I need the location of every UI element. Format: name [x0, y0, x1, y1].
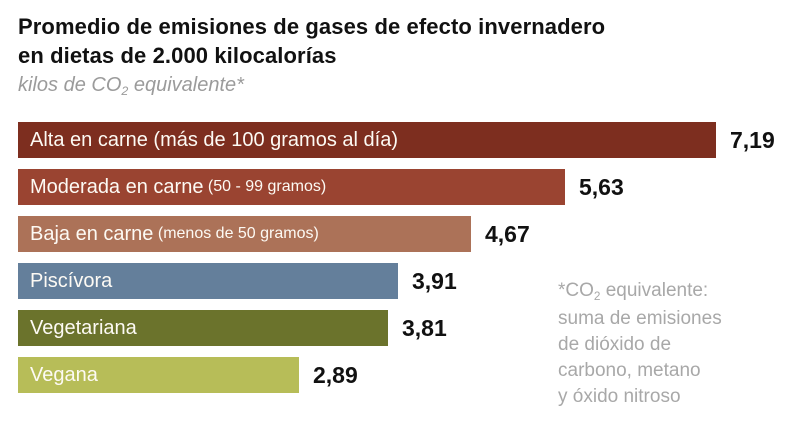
- bar-label: Alta en carne: [30, 128, 148, 151]
- bar: Piscívora: [18, 263, 398, 299]
- chart-subtitle: kilos de CO2 equivalente*: [18, 74, 605, 99]
- bar-label-note: (más de 100 gramos al día): [147, 128, 398, 151]
- bar: Alta en carne (más de 100 gramos al día): [18, 122, 716, 158]
- bar-label: Moderada en carne: [30, 175, 204, 198]
- bar-label: Piscívora: [30, 269, 113, 292]
- bar-label: Baja en carne: [30, 222, 154, 245]
- bar: Vegana: [18, 357, 299, 393]
- bar-row: Baja en carne (menos de 50 gramos) 4,67: [18, 216, 775, 252]
- bar-value: 5,63: [579, 173, 624, 200]
- footnote-line: suma de emisiones: [558, 308, 722, 329]
- footnote-line: de dióxido de: [558, 334, 672, 355]
- bar-row: Piscívora 3,91: [18, 263, 775, 299]
- subtitle-text: kilos de CO: [18, 74, 122, 96]
- bar-label: Vegetariana: [30, 316, 137, 339]
- bar-row: Vegetariana 3,81: [18, 310, 775, 346]
- footnote-line: carbono, metano: [558, 360, 701, 381]
- bar-value: 3,81: [402, 314, 447, 341]
- bar-chart: Alta en carne (más de 100 gramos al día)…: [18, 122, 775, 404]
- subtitle-subscript: 2: [121, 84, 129, 99]
- footnote: *CO2 equivalente: suma de emisiones de d…: [558, 278, 722, 410]
- footnote-subscript: 2: [593, 290, 601, 304]
- chart-title-line-2: en dietas de 2.000 kilocalorías: [18, 43, 337, 68]
- subtitle-suffix: equivalente*: [128, 74, 244, 96]
- footnote-suffix: equivalente:: [600, 280, 709, 301]
- bar-row: Alta en carne (más de 100 gramos al día)…: [18, 122, 775, 158]
- footnote-line: y óxido nitroso: [558, 386, 681, 407]
- chart-header: Promedio de emisiones de gases de efecto…: [18, 12, 606, 99]
- bar-value: 4,67: [485, 220, 530, 247]
- bar-value: 2,89: [313, 361, 358, 388]
- chart-title-line-1: Promedio de emisiones de gases de efecto…: [18, 14, 606, 39]
- bar-row: Moderada en carne (50 - 99 gramos) 5,63: [18, 169, 775, 205]
- footnote-line: *CO2 equivalente:: [558, 278, 722, 306]
- footnote-text: *CO: [558, 280, 594, 301]
- bar-label-note: (menos de 50 gramos): [153, 225, 319, 242]
- bar-label-note: (50 - 99 gramos): [203, 178, 327, 195]
- bar: Moderada en carne (50 - 99 gramos): [18, 169, 565, 205]
- bar-row: Vegana 2,89: [18, 357, 775, 393]
- bar: Baja en carne (menos de 50 gramos): [18, 216, 471, 252]
- bar-value: 3,91: [412, 267, 457, 294]
- bar-label: Vegana: [30, 363, 98, 386]
- bar-value: 7,19: [730, 126, 775, 153]
- bar: Vegetariana: [18, 310, 388, 346]
